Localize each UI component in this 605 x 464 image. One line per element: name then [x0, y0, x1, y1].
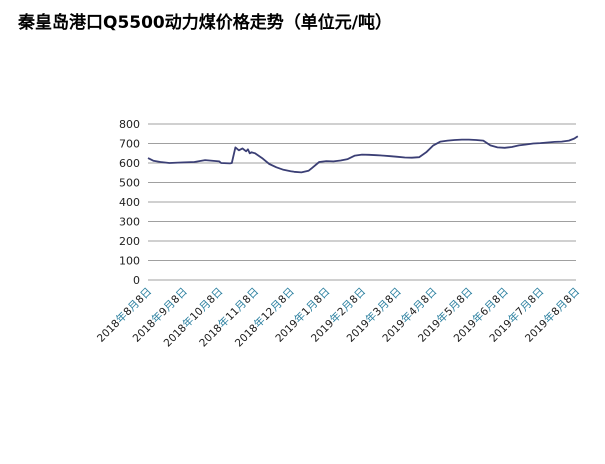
y-tick-label: 800 — [119, 118, 140, 131]
y-axis-tick-labels: 0 100 200 300 400 500 600 700 800 — [119, 118, 140, 287]
y-tick-label: 100 — [119, 255, 140, 268]
x-tick-label: 2018年11月8日 — [197, 285, 262, 350]
price-line — [147, 135, 579, 174]
x-tick-label: 2018年10月8日 — [161, 285, 226, 350]
y-tick-label: 200 — [119, 235, 140, 248]
x-axis-tick-labels: 2018年8月8日2018年9月8日2018年10月8日2018年11月8日20… — [95, 285, 582, 350]
y-tick-label: 400 — [119, 196, 140, 209]
y-tick-label: 500 — [119, 177, 140, 190]
y-tick-label: 700 — [119, 138, 140, 151]
gridlines — [148, 123, 576, 281]
chart-title: 秦皇岛港口Q5500动力煤价格走势（单位元/吨） — [18, 13, 392, 33]
x-tick-label: 2018年12月8日 — [232, 285, 297, 350]
y-tick-label: 600 — [119, 157, 140, 170]
price-series — [147, 135, 579, 174]
y-tick-label: 300 — [119, 216, 140, 229]
y-tick-label: 0 — [133, 274, 140, 287]
